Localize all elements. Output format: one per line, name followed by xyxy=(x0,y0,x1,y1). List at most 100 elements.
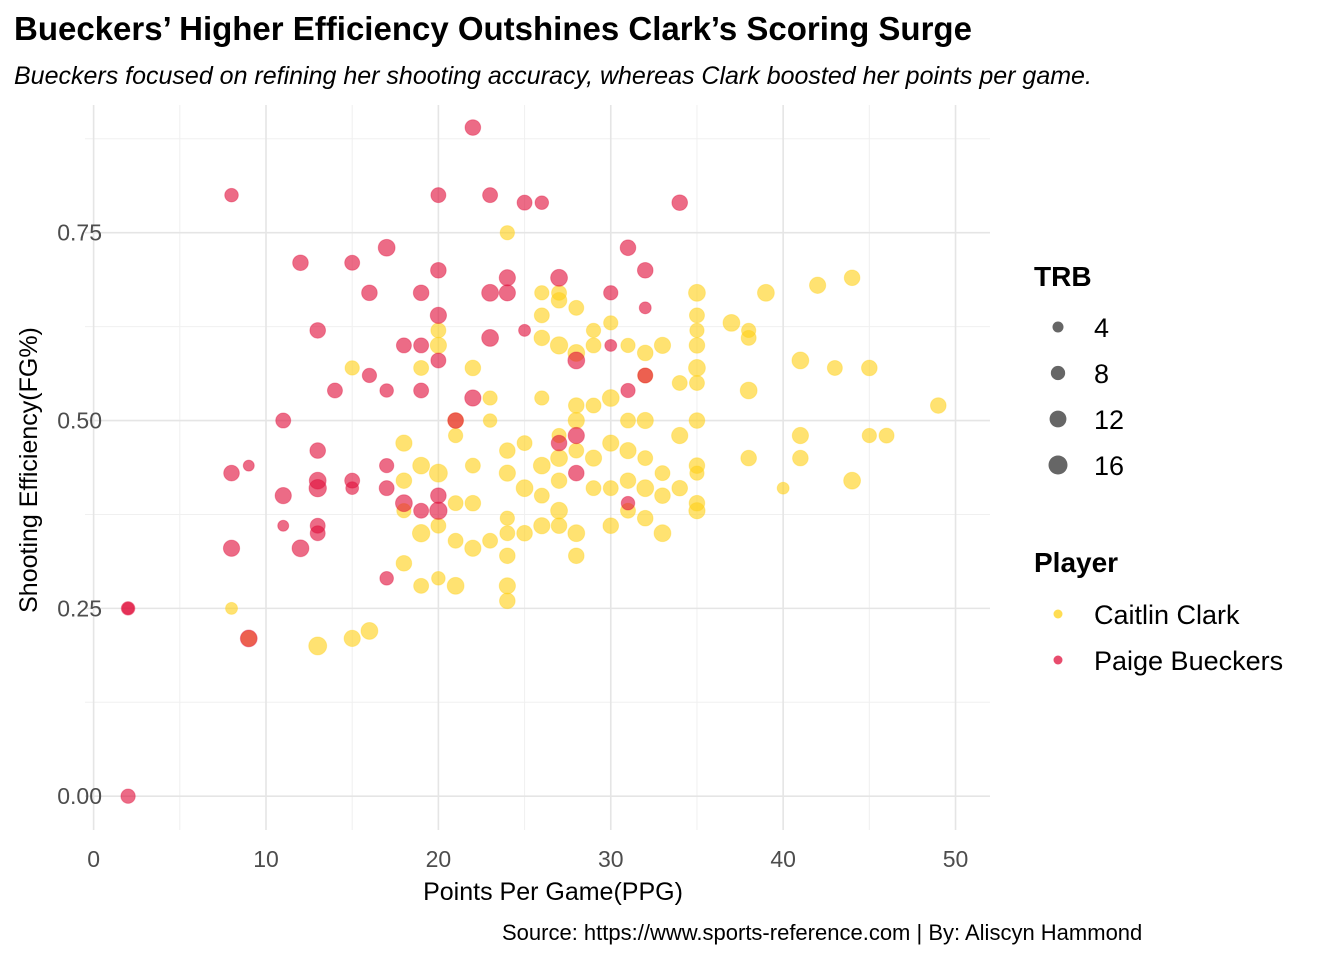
point-paige-bueckers xyxy=(604,338,618,352)
x-axis-ticks: 0 10 20 30 40 50 xyxy=(87,846,968,872)
point-paige-bueckers xyxy=(567,351,586,370)
color-legend-key xyxy=(1053,609,1063,619)
point-paige-bueckers xyxy=(394,494,413,513)
point-paige-bueckers xyxy=(637,367,654,384)
x-axis-title: Points Per Game(PPG) xyxy=(423,878,683,906)
point-paige-bueckers xyxy=(620,495,636,511)
point-paige-bueckers xyxy=(361,367,378,384)
point-caitlin-clark xyxy=(826,359,843,376)
point-paige-bueckers xyxy=(378,480,395,497)
color-legend-label: Caitlin Clark xyxy=(1094,600,1240,630)
size-legend-key xyxy=(1050,365,1066,381)
point-caitlin-clark xyxy=(430,517,447,534)
point-paige-bueckers xyxy=(430,487,447,504)
point-paige-bueckers xyxy=(274,487,292,505)
point-caitlin-clark xyxy=(550,472,568,489)
point-caitlin-clark xyxy=(654,465,671,482)
point-paige-bueckers xyxy=(379,457,395,474)
point-paige-bueckers xyxy=(413,337,430,354)
point-caitlin-clark xyxy=(603,315,619,331)
point-paige-bueckers xyxy=(344,472,361,489)
point-caitlin-clark xyxy=(602,480,619,497)
point-caitlin-clark xyxy=(412,456,431,475)
point-caitlin-clark xyxy=(549,336,569,355)
y-axis-title: Shooting Efficiency(FG%) xyxy=(15,327,43,613)
point-paige-bueckers xyxy=(464,389,482,407)
point-paige-bueckers xyxy=(429,501,448,520)
y-tick-label: 0.75 xyxy=(57,220,102,246)
point-caitlin-clark xyxy=(689,322,705,339)
point-caitlin-clark xyxy=(585,480,602,497)
y-tick-label: 0.00 xyxy=(57,783,102,809)
point-caitlin-clark xyxy=(534,390,550,406)
point-caitlin-clark xyxy=(776,481,790,495)
point-caitlin-clark xyxy=(602,517,620,535)
point-caitlin-clark xyxy=(516,435,533,452)
point-caitlin-clark xyxy=(688,337,706,354)
data-points xyxy=(120,119,947,804)
point-caitlin-clark xyxy=(636,479,655,498)
point-paige-bueckers xyxy=(430,261,447,279)
x-tick-label: 30 xyxy=(598,846,624,872)
point-paige-bueckers xyxy=(671,194,689,211)
point-paige-bueckers xyxy=(412,284,430,302)
point-paige-bueckers xyxy=(395,337,412,354)
point-caitlin-clark xyxy=(568,299,585,316)
point-caitlin-clark xyxy=(550,501,568,520)
point-caitlin-clark xyxy=(584,449,603,467)
point-caitlin-clark xyxy=(428,463,448,483)
point-paige-bueckers xyxy=(481,283,500,302)
x-tick-label: 10 xyxy=(253,846,279,872)
point-paige-bueckers xyxy=(550,268,568,287)
point-caitlin-clark xyxy=(567,524,586,543)
point-caitlin-clark xyxy=(671,479,689,497)
point-paige-bueckers xyxy=(242,459,255,472)
point-caitlin-clark xyxy=(395,554,413,572)
point-caitlin-clark xyxy=(601,389,620,407)
point-caitlin-clark xyxy=(429,336,448,355)
size-legend-label: 12 xyxy=(1094,405,1124,435)
point-paige-bueckers xyxy=(518,323,532,337)
point-caitlin-clark xyxy=(843,269,861,287)
point-caitlin-clark xyxy=(636,411,654,430)
point-caitlin-clark xyxy=(516,524,533,542)
point-paige-bueckers xyxy=(291,539,310,558)
point-caitlin-clark xyxy=(413,359,430,376)
y-axis-ticks: 0.00 0.25 0.50 0.75 xyxy=(57,220,102,809)
point-caitlin-clark xyxy=(653,524,672,543)
point-paige-bueckers xyxy=(413,502,430,519)
size-legend-title: TRB xyxy=(1034,261,1092,292)
point-caitlin-clark xyxy=(602,434,620,452)
point-caitlin-clark xyxy=(585,337,602,354)
point-paige-bueckers xyxy=(429,306,448,324)
point-caitlin-clark xyxy=(671,374,688,391)
point-caitlin-clark xyxy=(929,397,947,414)
point-caitlin-clark xyxy=(499,225,515,241)
point-caitlin-clark xyxy=(620,337,636,354)
point-paige-bueckers xyxy=(516,194,533,211)
point-paige-bueckers xyxy=(638,301,652,315)
x-tick-label: 20 xyxy=(426,846,452,872)
point-caitlin-clark xyxy=(533,329,551,347)
size-legend-label: 8 xyxy=(1094,359,1109,389)
point-caitlin-clark xyxy=(688,307,705,324)
point-paige-bueckers xyxy=(534,195,550,210)
point-caitlin-clark xyxy=(861,359,878,377)
point-paige-bueckers xyxy=(224,187,239,203)
point-paige-bueckers xyxy=(379,383,394,398)
point-caitlin-clark xyxy=(464,359,482,377)
point-caitlin-clark xyxy=(843,471,862,490)
point-caitlin-clark xyxy=(482,532,499,549)
point-caitlin-clark xyxy=(568,442,585,459)
point-paige-bueckers xyxy=(292,254,309,272)
point-caitlin-clark xyxy=(808,276,827,294)
point-caitlin-clark xyxy=(498,577,516,595)
point-caitlin-clark xyxy=(411,524,431,543)
point-caitlin-clark xyxy=(739,381,758,400)
chart-title: Bueckers’ Higher Efficiency Outshines Cl… xyxy=(14,10,972,47)
point-paige-bueckers xyxy=(567,464,585,482)
point-paige-bueckers xyxy=(121,601,135,615)
color-legend-key xyxy=(1053,655,1063,665)
point-paige-bueckers xyxy=(567,426,585,445)
point-paige-bueckers xyxy=(619,239,637,257)
